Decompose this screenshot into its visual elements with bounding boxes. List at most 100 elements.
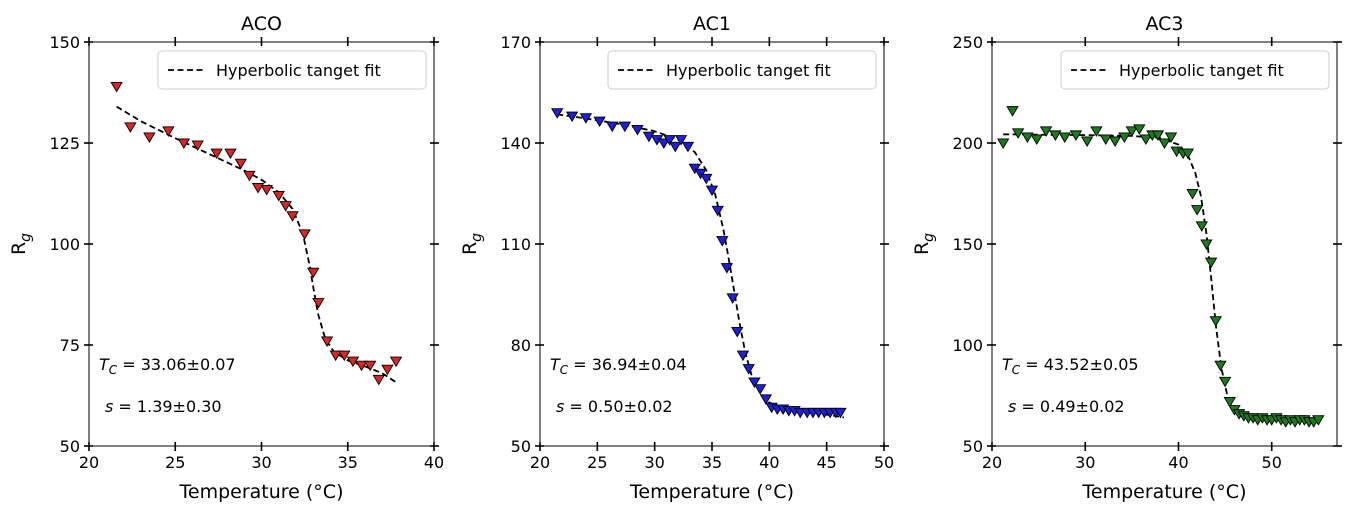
- chart-panel-2: AC1 20 25 30 35 40 45 50 50 80 110 140 170 Temperatur…: [459, 13, 894, 503]
- s-annotation: s = 1.39±0.30: [105, 397, 222, 416]
- plot-frame: [539, 41, 885, 447]
- x-tick-label: 20: [530, 453, 550, 472]
- data-point: [251, 182, 265, 194]
- data-point: [711, 205, 724, 217]
- data-point: [177, 138, 191, 150]
- x-tick-label: 20: [79, 453, 99, 472]
- data-point: [1190, 205, 1204, 216]
- x-axis-label: Temperature (°C): [179, 481, 344, 503]
- x-tick-label: 30: [251, 453, 271, 472]
- data-point: [1195, 221, 1208, 232]
- x-tick-label: 25: [165, 453, 185, 472]
- data-point: [389, 356, 403, 368]
- chart-panel-1: ACO 20 25 30 35 40 50 75 100 125 150 Temperature (°…: [8, 13, 444, 503]
- data-point: [124, 122, 137, 133]
- data-point: [551, 108, 564, 119]
- data-point: [720, 263, 734, 274]
- data-point: [681, 141, 695, 153]
- data-point: [355, 360, 368, 372]
- data-point: [260, 184, 273, 196]
- legend-box: [1060, 50, 1330, 90]
- plot-frame: [991, 41, 1338, 447]
- data-point: [272, 191, 285, 202]
- data-point: [1139, 134, 1153, 145]
- tc-annotation: TC = 36.94±0.04: [550, 355, 687, 377]
- data-point: [210, 148, 223, 160]
- data-point: [1030, 134, 1043, 145]
- data-point: [700, 173, 713, 185]
- chart-panel-3: AC3 20 30 40 50 50 100 150 200 250 Temperature (°C…: [911, 13, 1342, 503]
- legend-box: [157, 50, 427, 90]
- y-tick-label: 110: [500, 235, 531, 254]
- data-point: [143, 132, 156, 143]
- data-point: [742, 364, 755, 375]
- data-point: [320, 336, 334, 347]
- fit-line: [116, 105, 399, 385]
- y-tick-label: 170: [500, 33, 531, 52]
- data-point: [1099, 134, 1112, 145]
- data-point: [1204, 257, 1218, 269]
- data-point: [759, 394, 773, 405]
- data-point: [346, 356, 360, 368]
- data-point: [338, 350, 351, 362]
- data-point: [1214, 360, 1227, 372]
- data-point: [1164, 132, 1178, 143]
- data-point: [753, 384, 767, 395]
- data-point: [1158, 138, 1171, 150]
- legend-box: [607, 50, 877, 90]
- x-tick-label: 35: [702, 453, 722, 472]
- data-point: [731, 327, 744, 338]
- tc-annotation: TC = 43.52±0.05: [1002, 355, 1139, 377]
- data-point: [736, 350, 750, 362]
- data-point: [234, 158, 247, 170]
- data-point: [669, 141, 682, 153]
- y-tick-label: 100: [49, 235, 80, 254]
- data-point: [663, 135, 676, 146]
- data-point: [243, 170, 256, 182]
- data-point: [1209, 316, 1222, 327]
- data-point: [1186, 188, 1199, 200]
- data-point: [997, 138, 1010, 150]
- data-point: [593, 116, 606, 128]
- y-tick-label: 200: [952, 134, 983, 153]
- data-point: [716, 236, 729, 247]
- data-point: [694, 168, 707, 180]
- y-tick-label: 50: [963, 437, 983, 456]
- plot-frame: [88, 41, 435, 447]
- data-point: [1039, 126, 1053, 137]
- y-axis-label: Rg: [8, 233, 34, 255]
- chart-title: AC1: [693, 13, 731, 35]
- data-point: [579, 113, 593, 124]
- data-point: [224, 148, 237, 160]
- x-tick-label: 45: [816, 453, 836, 472]
- data-point: [1069, 130, 1083, 141]
- data-point: [307, 267, 320, 279]
- data-point: [606, 121, 619, 133]
- data-point: [631, 125, 644, 136]
- data-point: [329, 350, 342, 362]
- data-point: [834, 407, 847, 419]
- data-point: [618, 121, 632, 133]
- y-tick-label: 140: [500, 134, 531, 153]
- data-point: [1006, 106, 1019, 117]
- data-point: [191, 140, 204, 152]
- data-point: [657, 138, 671, 150]
- x-tick-label: 40: [1168, 453, 1188, 472]
- x-tick-label: 40: [759, 453, 779, 472]
- data-point: [1118, 132, 1131, 143]
- fit-line: [1003, 133, 1321, 422]
- data-point: [1218, 376, 1232, 388]
- data-point: [1133, 124, 1146, 135]
- data-point: [110, 81, 123, 93]
- data-point: [1058, 132, 1071, 143]
- y-tick-label: 50: [511, 437, 531, 456]
- x-tick-label: 35: [338, 453, 358, 472]
- y-tick-label: 125: [49, 134, 80, 153]
- legend-label: Hyperbolic tanget fit: [216, 61, 381, 80]
- y-tick-label: 150: [952, 235, 983, 254]
- data-point: [1049, 130, 1062, 141]
- data-point: [286, 211, 299, 222]
- y-tick-label: 250: [952, 33, 983, 52]
- data-point: [688, 163, 701, 175]
